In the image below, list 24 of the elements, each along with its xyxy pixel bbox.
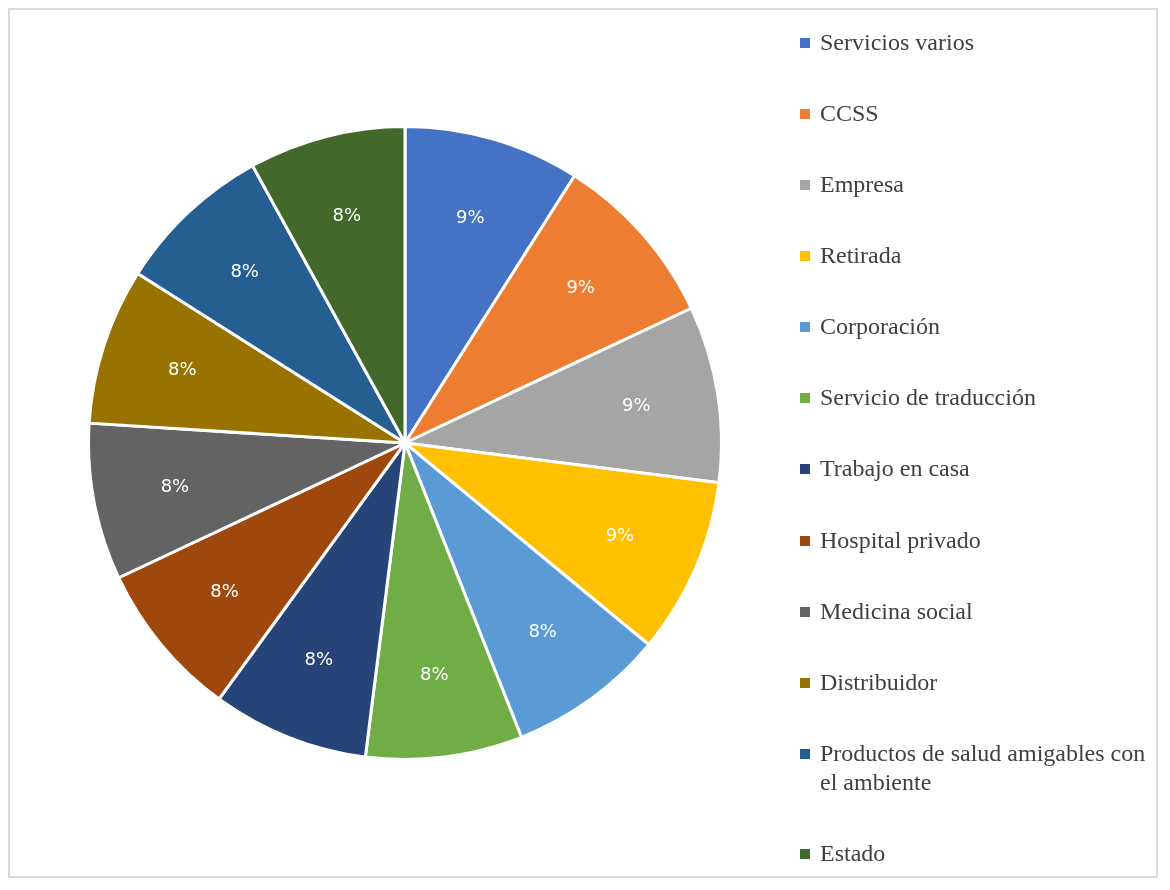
data-label: 8% [160,474,190,496]
data-label: 9% [566,275,595,297]
data-label: 8% [167,358,197,380]
legend-label: Estado [820,838,886,868]
legend-label: Productos de salud amigables con el ambiente [820,738,1147,797]
data-label: 8% [420,663,449,685]
data-label: 8% [528,620,557,642]
data-label: 9% [456,205,485,227]
legend-label: Hospital privado [820,525,981,555]
data-label: 9% [622,394,651,416]
legend-label: Medicina social [820,596,973,626]
legend-label: Servicio de traducción [820,383,1036,413]
legend-label: Corporación [820,312,940,342]
legend-label: Trabajo en casa [820,454,970,484]
data-label: 8% [304,648,334,670]
data-label: 8% [230,259,259,281]
legend-label: Retirada [820,241,902,271]
data-label: 8% [210,579,239,601]
legend-label: Distribuidor [820,667,938,697]
legend-label: CCSS [820,99,879,129]
data-label: 9% [605,523,635,545]
legend-label: Empresa [820,170,904,200]
legend-label: Servicios varios [820,28,974,57]
data-label: 8% [332,203,362,225]
